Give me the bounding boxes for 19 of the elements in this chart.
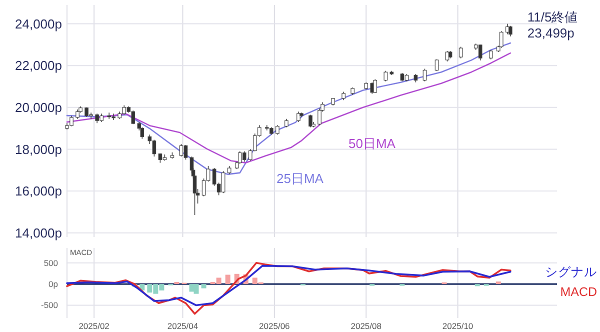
x-tick-label: 2025/06 xyxy=(259,321,290,331)
x-tick-label: 2025/02 xyxy=(78,321,110,331)
annotation: 11/5終値 23,499p xyxy=(527,9,578,40)
x-tick-label: 2025/10 xyxy=(442,321,474,331)
series-label: 50日MA xyxy=(348,136,396,151)
text: 25日MA xyxy=(276,171,324,186)
y-tick-label: 14,000p xyxy=(15,225,62,240)
x-tick-label: 2025/08 xyxy=(350,321,382,331)
text: シグナル xyxy=(545,265,597,279)
y-tick-label: 22,000p xyxy=(15,58,62,74)
y-tick-label: 0p xyxy=(48,279,58,290)
text: MACD xyxy=(560,285,597,299)
y-tick-label: 24,000p xyxy=(15,16,62,32)
y-tick-label: 500 xyxy=(44,258,58,268)
x-tick-label: 2025/04 xyxy=(167,321,198,331)
y-tick-label: 16,000p xyxy=(15,184,62,199)
y-tick-label: 20,000p xyxy=(15,100,62,115)
y-tick-label: -500 xyxy=(40,300,58,310)
y-tick-label: 18,000p xyxy=(15,142,62,157)
